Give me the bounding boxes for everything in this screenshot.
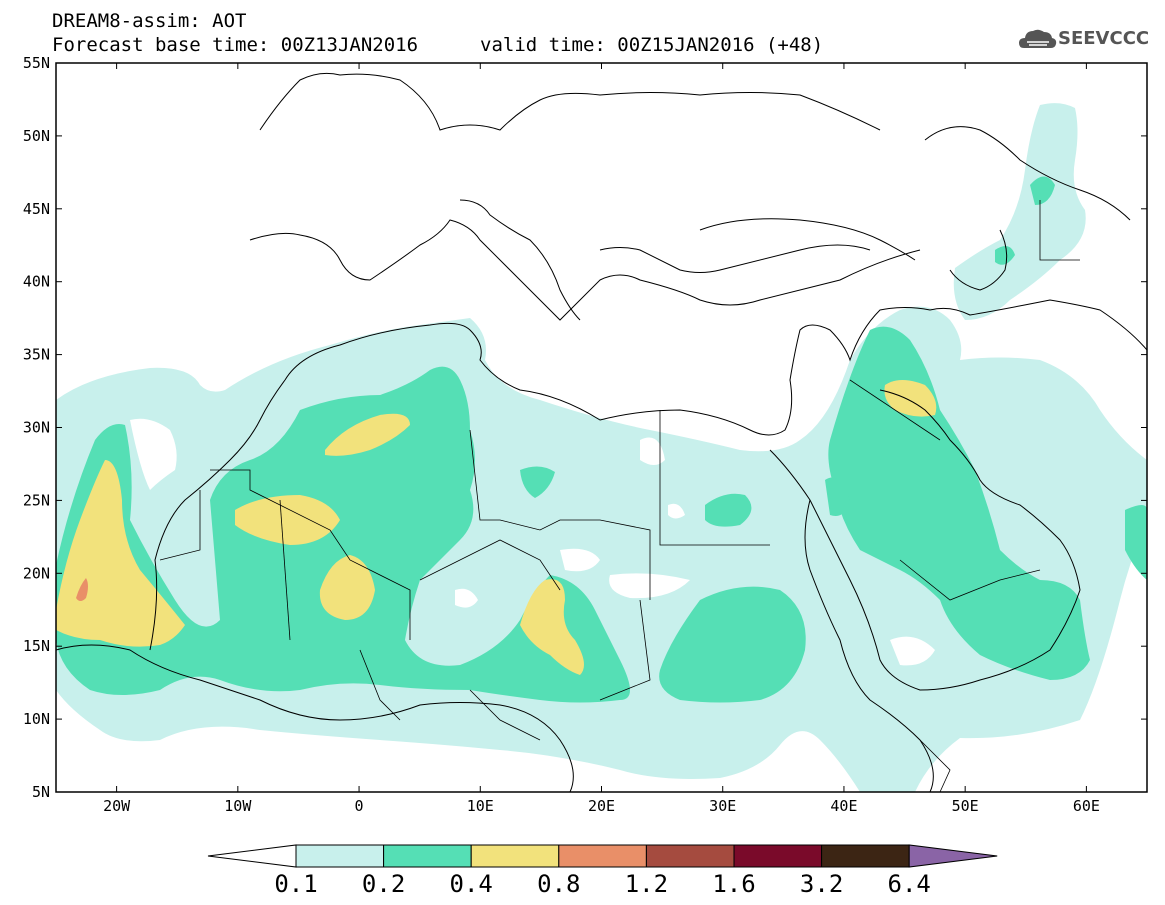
colorbar-over-triangle	[908, 844, 998, 868]
valid-time: valid time: 00Z15JAN2016 (+48)	[480, 34, 824, 56]
lat-label: 10N	[23, 710, 50, 728]
lat-label: 20N	[23, 564, 50, 582]
colorbar-label: 0.4	[449, 870, 493, 898]
aot-contours	[56, 63, 1147, 792]
lon-label: 10E	[467, 797, 494, 815]
lon-label: 50E	[952, 797, 979, 815]
colorbar-label: 6.4	[887, 870, 931, 898]
base-time: Forecast base time: 00Z13JAN2016	[52, 34, 419, 56]
colorbar-swatch	[383, 844, 472, 868]
colorbar-swatch	[821, 844, 910, 868]
colorbar-under-triangle	[207, 844, 297, 868]
lat-label: 30N	[23, 419, 50, 437]
lon-label: 20E	[588, 797, 615, 815]
latitude-axis: 55N 50N 45N 40N 35N 30N 25N 20N 15N 10N 5N	[23, 54, 1147, 801]
aot-level-0.4	[56, 380, 937, 675]
country-borders	[159, 200, 1080, 792]
colorbar-swatch	[645, 844, 735, 868]
longitude-axis: 20W 10W 0 10E 20E 30E 40E 50E 60E	[103, 63, 1100, 815]
lat-label: 40N	[23, 273, 50, 291]
aot-level-0.8	[76, 578, 88, 601]
lat-label: 55N	[23, 54, 50, 72]
colorbar-swatch	[733, 844, 823, 868]
forecast-times: Forecast base time: 00Z13JAN2016 valid ti…	[52, 34, 823, 56]
lon-label: 60E	[1073, 797, 1100, 815]
lon-label: 10W	[224, 797, 252, 815]
colorbar-label: 1.6	[712, 870, 756, 898]
colorbar-label: 0.2	[361, 870, 406, 898]
lon-label: 20W	[103, 797, 131, 815]
colorbar-label: 3.2	[799, 870, 844, 898]
colorbar-label: 0.1	[274, 870, 318, 898]
aot-level-0.2	[56, 176, 1147, 703]
colorbar	[207, 844, 998, 868]
lon-label: 0	[355, 797, 364, 815]
seevccc-logo: SEEVCCC	[1018, 24, 1152, 56]
lat-label: 35N	[23, 346, 50, 364]
colorbar-swatch	[470, 844, 560, 868]
lon-label: 40E	[830, 797, 857, 815]
logo-text: SEEVCCC	[1058, 28, 1150, 49]
colorbar-label: 0.8	[537, 870, 581, 898]
lat-label: 50N	[23, 127, 50, 145]
lat-label: 5N	[32, 783, 50, 801]
cloud-logo-icon	[1019, 29, 1057, 48]
colorbar-label: 1.2	[624, 870, 669, 898]
coastlines-borders	[56, 72, 1147, 792]
map-title: DREAM8-assim: AOT	[52, 10, 247, 32]
lat-label: 25N	[23, 491, 50, 509]
colorbar-swatch	[558, 844, 647, 868]
lat-label: 45N	[23, 200, 50, 218]
lat-label: 15N	[23, 637, 50, 655]
lon-label: 30E	[709, 797, 736, 815]
aot-below-0.1	[455, 437, 935, 666]
colorbar-swatch	[295, 844, 385, 868]
